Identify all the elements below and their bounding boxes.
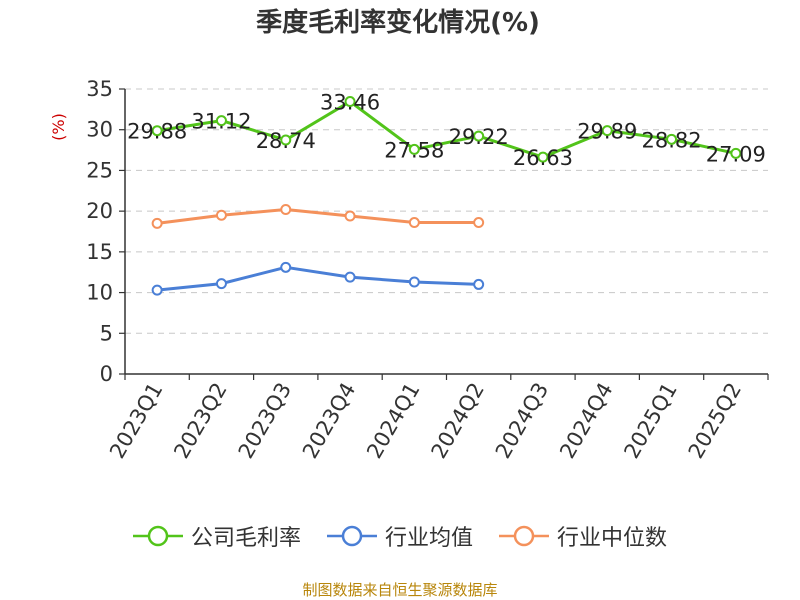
data-point <box>151 217 163 229</box>
data-point <box>408 143 420 155</box>
series-line <box>156 265 479 292</box>
legend-item-industry-mean[interactable]: 行业均值 <box>326 520 473 552</box>
legend-item-industry-median[interactable]: 行业中位数 <box>499 520 667 552</box>
data-label: 28.82 <box>641 128 701 152</box>
legend-item-company-margin[interactable]: 公司毛利率 <box>132 520 301 552</box>
data-point <box>151 125 163 137</box>
legend-line-marker-icon <box>326 525 377 547</box>
legend-line-marker-icon <box>132 525 183 547</box>
data-labels: 29.88 31.1228.7433.4627.5829.2226.6329.89… <box>127 91 766 171</box>
x-tick-label: 2025Q2 <box>684 379 746 463</box>
data-point <box>473 217 485 229</box>
y-tick-label: 25 <box>86 158 113 182</box>
series-lines <box>151 96 742 296</box>
legend-line-marker-icon <box>499 525 549 547</box>
grid-lines <box>125 88 768 334</box>
legend-label: 公司毛利率 <box>190 526 301 551</box>
data-point <box>280 204 292 216</box>
x-tick-label: 2025Q1 <box>619 379 681 463</box>
x-tick-label: 2024Q2 <box>427 379 489 463</box>
x-tick-label: 2024Q3 <box>491 379 553 463</box>
chart-title: 季度毛利率变化情况(%) <box>256 7 540 38</box>
data-point <box>666 133 678 145</box>
y-tick-label: 15 <box>86 240 113 264</box>
data-point <box>344 271 356 283</box>
data-point <box>408 217 420 229</box>
y-tick-label: 0 <box>100 362 113 386</box>
data-label: 29.88 <box>127 120 187 144</box>
data-point <box>280 261 292 273</box>
data-point <box>601 125 613 137</box>
x-tick-label: 2023Q3 <box>234 379 296 463</box>
x-tick-label: 2023Q1 <box>105 379 167 463</box>
data-label: 27.09 <box>706 142 766 166</box>
y-tick-label: 10 <box>86 281 113 305</box>
data-point <box>151 284 163 296</box>
data-point <box>344 210 356 222</box>
source-note: 制图数据来自恒生聚源数据库 <box>302 581 498 599</box>
data-label: 29.89 <box>577 120 637 144</box>
x-tick-label: 2023Q2 <box>169 379 231 463</box>
data-point <box>730 147 742 159</box>
data-point <box>473 130 485 142</box>
data-label: 28.74 <box>256 129 316 153</box>
data-point <box>537 151 549 163</box>
x-tick-label: 2024Q1 <box>362 379 424 463</box>
data-point <box>473 278 485 290</box>
data-point <box>215 115 227 127</box>
data-label: 33.46 <box>320 91 380 115</box>
legend-label: 行业中位数 <box>557 526 668 551</box>
data-label: 29.22 <box>449 125 509 149</box>
data-point <box>215 209 227 221</box>
series-line <box>156 100 737 159</box>
x-tick-label: 2023Q4 <box>298 379 360 463</box>
data-label: 26.63 <box>513 146 573 170</box>
legend: 公司毛利率 行业均值 行业中位数 <box>0 518 800 554</box>
y-tick-label: 30 <box>86 118 113 142</box>
series-line <box>156 208 479 225</box>
data-point <box>408 276 420 288</box>
data-point <box>215 278 227 290</box>
legend-label: 行业均值 <box>384 526 473 551</box>
data-label: 27.58 <box>384 138 444 162</box>
data-point <box>344 96 356 108</box>
y-tick-label: 20 <box>86 199 113 223</box>
y-tick-label: 5 <box>100 321 113 345</box>
x-tick-label: 2024Q4 <box>555 379 617 463</box>
data-label: 31.12 <box>191 110 251 134</box>
y-axis-label: (%) <box>49 113 68 141</box>
y-tick-label: 35 <box>86 77 113 101</box>
data-point <box>280 134 292 146</box>
